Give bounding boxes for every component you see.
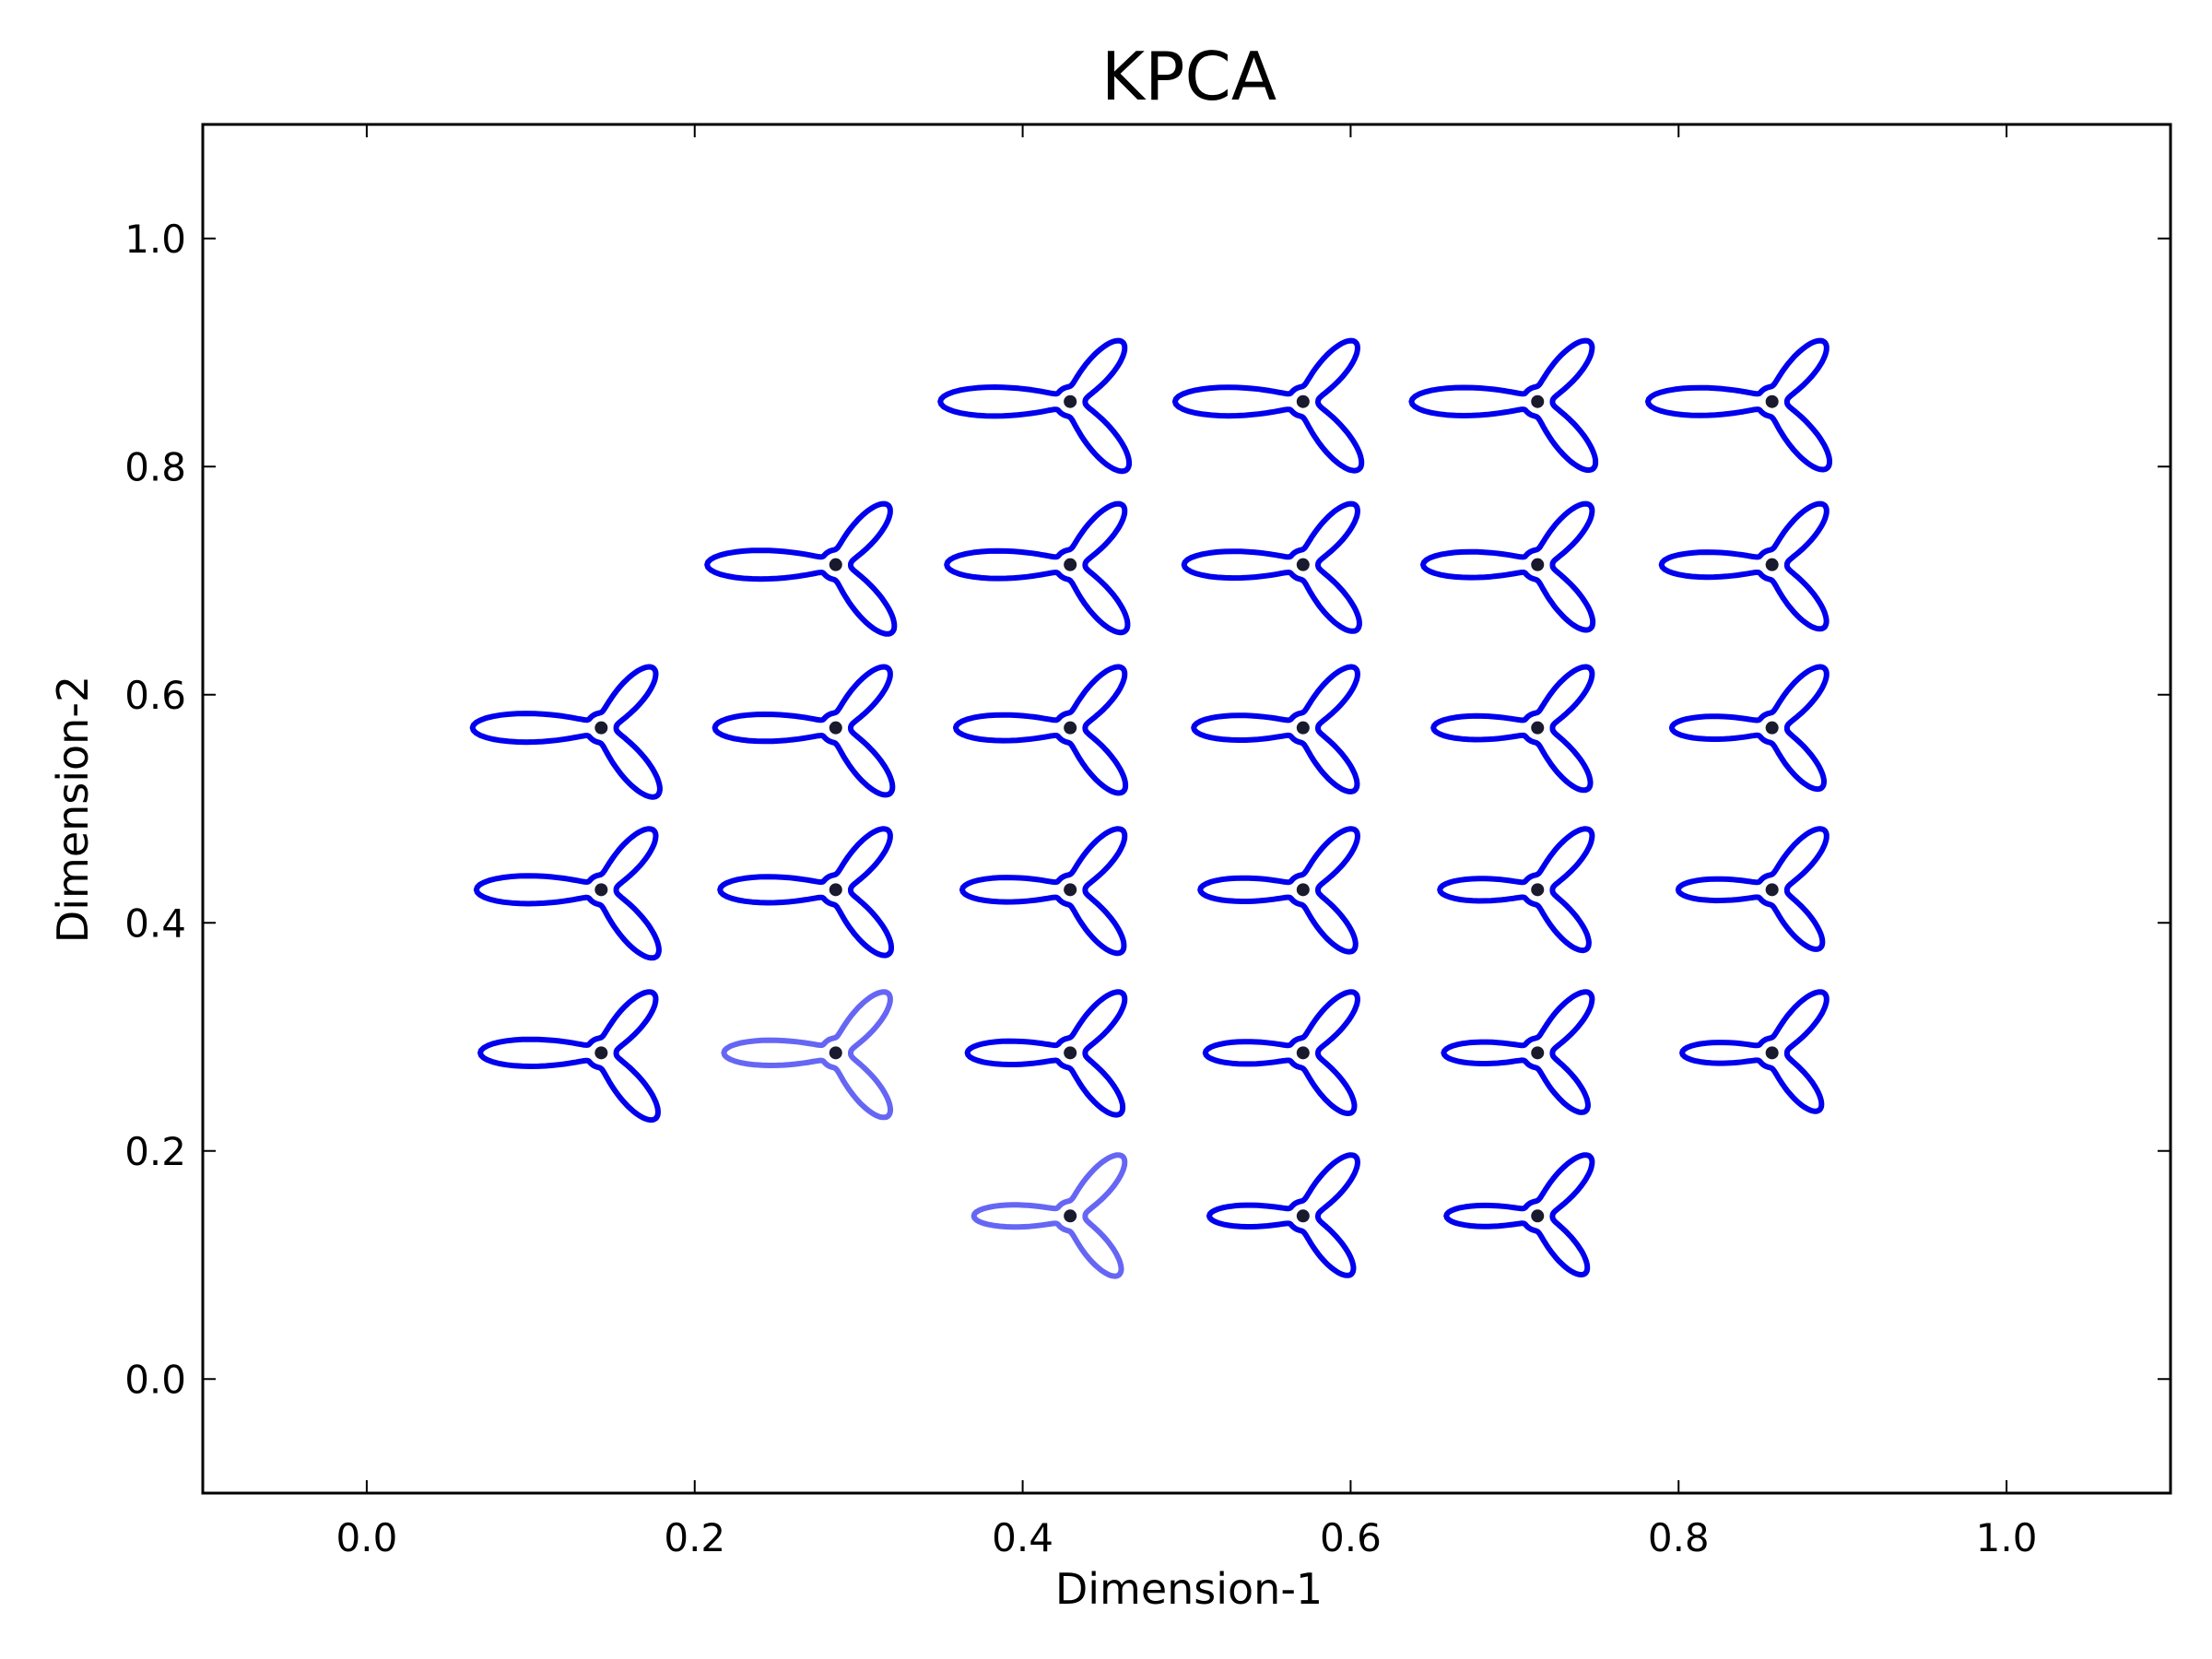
glyph-layer (469, 337, 1832, 1279)
data-point (1765, 394, 1779, 408)
data-point (1296, 558, 1310, 571)
glyph-outline (1668, 664, 1830, 793)
data-point (1064, 883, 1077, 897)
glyph-outline (937, 337, 1133, 475)
data-point (1531, 1209, 1545, 1223)
glyph-outline (717, 826, 894, 959)
glyph-outline (704, 500, 898, 637)
x-tick-label: 0.2 (664, 1515, 725, 1560)
plot-frame (201, 123, 2172, 1495)
data-point (1064, 721, 1077, 735)
glyph-outline (721, 989, 893, 1121)
glyph-outline (469, 664, 663, 800)
data-point (1296, 721, 1310, 735)
data-point (1064, 558, 1077, 571)
data-point (1531, 394, 1545, 408)
x-tick-label: 0.0 (336, 1515, 398, 1560)
data-point (1765, 558, 1779, 571)
glyph-outline (712, 664, 896, 798)
glyph-outline (1408, 337, 1599, 473)
glyph-outline (1202, 989, 1360, 1116)
glyph-outline (1430, 664, 1595, 794)
glyph-outline (1679, 989, 1830, 1114)
data-point (829, 558, 842, 571)
y-tick-label: 0.6 (124, 673, 186, 718)
data-point (1531, 721, 1545, 735)
data-point (1765, 883, 1779, 897)
x-tick-label: 0.6 (1320, 1515, 1382, 1560)
x-axis-label: Dimension-1 (1055, 1564, 1323, 1614)
glyph-outline (944, 500, 1131, 636)
chart-title: KPCA (1101, 38, 1277, 115)
data-point (1765, 721, 1779, 735)
data-point (829, 721, 842, 735)
data-point (1064, 394, 1077, 408)
glyph-outline (477, 989, 661, 1124)
data-point (1531, 558, 1545, 571)
data-point (1765, 1046, 1779, 1060)
data-point (1531, 1046, 1545, 1060)
glyph-outline (1206, 1152, 1360, 1278)
data-point (594, 883, 608, 897)
glyph-outline (953, 664, 1129, 796)
glyph-outline (1420, 500, 1596, 633)
x-tick-label: 0.8 (1648, 1515, 1710, 1560)
data-point (1296, 1046, 1310, 1060)
data-point (594, 1046, 608, 1060)
glyph-outline (959, 826, 1128, 957)
glyph-outline (1675, 826, 1830, 952)
data-point (1064, 1046, 1077, 1060)
data-point (1296, 1209, 1310, 1223)
point-layer (594, 394, 1779, 1223)
glyph-outline (1181, 500, 1362, 634)
y-tick-label: 0.0 (124, 1357, 186, 1402)
glyph-outline (1437, 826, 1595, 954)
glyph-outline (971, 1152, 1128, 1279)
data-point (1531, 883, 1545, 897)
x-tick-label: 1.0 (1976, 1515, 2038, 1560)
y-tick-label: 1.0 (124, 217, 186, 262)
y-axis-label: Dimension-2 (48, 676, 98, 943)
y-tick-label: 0.8 (124, 444, 186, 489)
data-point (829, 1046, 842, 1060)
y-tick-label: 0.2 (124, 1129, 186, 1174)
glyph-outline (1658, 500, 1830, 632)
glyph-outline (1441, 989, 1595, 1115)
glyph-outline (1443, 1152, 1595, 1277)
data-point (1296, 883, 1310, 897)
glyph-outline (1645, 337, 1832, 473)
y-tick-label: 0.4 (124, 900, 186, 946)
glyph-outline (473, 826, 662, 961)
data-point (1296, 394, 1310, 408)
glyph-outline (964, 989, 1128, 1118)
glyph-outline (1197, 826, 1360, 955)
glyph-outline (1191, 664, 1360, 794)
y-axis-ticks: 0.0 0.2 0.4 0.6 0.8 1.0 (124, 217, 2171, 1402)
data-point (594, 721, 608, 735)
x-tick-label: 0.4 (992, 1515, 1053, 1560)
data-point (1064, 1209, 1077, 1223)
x-axis-ticks: 0.0 0.2 0.4 0.6 0.8 1.0 (336, 124, 2038, 1560)
glyph-outline (1171, 337, 1365, 474)
data-point (829, 883, 842, 897)
